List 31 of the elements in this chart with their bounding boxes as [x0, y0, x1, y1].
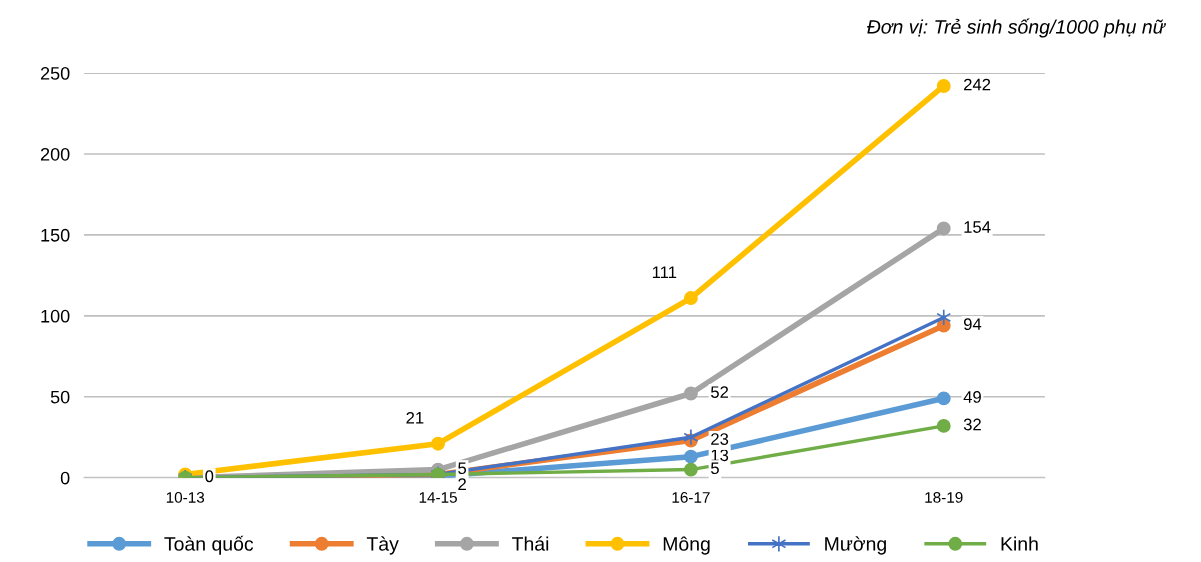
data-label: 52 [711, 386, 729, 399]
y-tick-label: 150 [41, 228, 70, 242]
data-label: 0 [205, 470, 214, 483]
legend-label: Toàn quốc [164, 535, 254, 555]
legend-label: Mường [825, 536, 886, 555]
y-tick-label: 250 [40, 66, 70, 80]
legend-label: Mông [663, 536, 710, 555]
legend-label: Tày [366, 536, 399, 555]
legend-label: Thái [512, 536, 549, 551]
legend-label: Kinh [1001, 536, 1038, 551]
x-tick-label: 10-13 [166, 491, 205, 503]
data-label: 21 [406, 411, 424, 424]
data-label: 111 [652, 266, 677, 278]
x-tick-label: 16-17 [672, 491, 710, 503]
y-tick-label: 0 [60, 471, 70, 485]
data-label: 154 [964, 221, 991, 233]
data-label: 23 [711, 433, 729, 445]
data-label: 13 [711, 449, 729, 462]
y-tick-label: 200 [40, 147, 70, 161]
data-label: 5 [711, 462, 719, 475]
data-label: 94 [963, 318, 982, 331]
x-tick-label: 14-15 [419, 492, 457, 503]
text: Đơn vị: Trẻ sinh sống/1000 phụ nữ [867, 18, 1167, 38]
y-tick-label: 50 [50, 390, 70, 404]
data-label: 32 [963, 418, 981, 431]
data-label: 2 [458, 478, 466, 490]
data-label: 49 [963, 391, 981, 403]
x-tick-label: 18-19 [925, 491, 963, 503]
data-label: 5 [458, 462, 467, 475]
y-tick-label: 100 [41, 309, 70, 323]
data-label: 242 [964, 78, 991, 91]
